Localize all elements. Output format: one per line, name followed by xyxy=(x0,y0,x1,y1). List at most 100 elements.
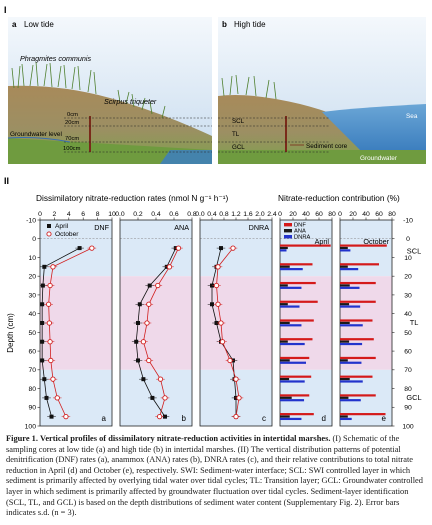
april-point xyxy=(134,339,139,344)
bar-dnf xyxy=(340,319,373,322)
october-point xyxy=(89,245,95,251)
bar-ana xyxy=(340,265,348,268)
bar-dnf xyxy=(280,394,310,397)
x-tick-label: 2.0 xyxy=(255,211,265,218)
depth-axis-label: Depth (cm) xyxy=(6,313,15,353)
bar-dnra xyxy=(340,399,361,402)
april-point xyxy=(40,321,45,325)
profile-charts: Dissimilatory nitrate-reduction rates (n… xyxy=(6,193,422,430)
bar-dnf xyxy=(340,338,374,341)
zone-label-tl: TL xyxy=(410,318,419,327)
x-tick-label: 80 xyxy=(388,211,396,218)
section-label-one: I xyxy=(4,5,7,15)
october-point xyxy=(54,395,60,401)
legend-marker-april xyxy=(47,224,51,228)
panel-name-ana: ANA xyxy=(174,223,189,232)
series-line-april xyxy=(211,247,237,417)
october-point xyxy=(219,339,226,345)
bar-dnf xyxy=(340,300,376,303)
scirpus-label: Scirpus triqueter xyxy=(104,97,157,106)
x-tick-label: 20 xyxy=(289,211,297,218)
y-tick-label: -10 xyxy=(26,217,36,224)
bar-dnf xyxy=(340,263,379,266)
depth-100cm: 100cm xyxy=(63,146,81,152)
schematic-figure: I a Low tide Phragmites communis Scirpus… xyxy=(4,5,426,186)
series-line-october xyxy=(142,247,179,417)
panel-a-title: Low tide xyxy=(24,20,54,29)
x-tick-label: 1.6 xyxy=(243,211,253,218)
panel-b-title: High tide xyxy=(234,20,266,29)
bar-dnf xyxy=(280,319,314,322)
april-point xyxy=(40,302,45,307)
bar-dnra xyxy=(280,286,302,289)
april-point xyxy=(147,283,152,288)
october-point xyxy=(47,282,53,289)
legend-label-ana: ANA xyxy=(294,229,306,235)
april-point xyxy=(141,377,146,382)
october-point xyxy=(233,376,239,382)
zone-label-scl: SCL xyxy=(407,247,421,256)
panel-letter-d: d xyxy=(322,414,326,423)
x-tick-label: 0.6 xyxy=(169,211,179,218)
legend-swatch-dnra xyxy=(284,235,292,239)
october-point xyxy=(155,282,161,289)
legend-swatch-dnf xyxy=(284,223,292,227)
bar-ana xyxy=(280,340,288,343)
zone-tl xyxy=(200,276,272,370)
x-tick-label: 0 xyxy=(278,211,282,218)
bar-dnra xyxy=(280,417,302,421)
bar-dnra xyxy=(280,342,305,346)
x-tick-label: 4 xyxy=(67,211,71,218)
bar-dnf xyxy=(340,244,387,247)
legend-label-dnra: DNRA xyxy=(294,235,311,241)
y-tick-label: 90 xyxy=(28,405,36,412)
bar-ana xyxy=(280,303,288,306)
bar-dnra xyxy=(280,305,300,308)
x-tick-label: 60 xyxy=(375,211,383,218)
y-tick-label: 50 xyxy=(28,330,36,337)
y-tick-label: 30 xyxy=(28,292,36,299)
bar-dnf xyxy=(280,244,331,247)
y-tick-label-right: 60 xyxy=(404,348,412,355)
bar-dnra xyxy=(340,324,363,327)
bar-dnra xyxy=(280,399,305,402)
april-point xyxy=(150,395,155,400)
april-point xyxy=(163,414,167,419)
bar-dnf xyxy=(280,263,313,266)
x-tick-label: 40 xyxy=(302,211,310,218)
x-tick-label: 0.0 xyxy=(115,211,125,218)
bar-dnf xyxy=(280,281,316,285)
series-line-october xyxy=(216,247,240,417)
october-point xyxy=(63,413,69,420)
y-tick-label-right: 80 xyxy=(404,386,412,393)
april-point xyxy=(40,358,45,363)
panel-letter-c: c xyxy=(262,414,266,423)
bar-ana xyxy=(340,396,349,399)
bar-ana xyxy=(340,377,350,381)
bar-ana xyxy=(340,359,348,362)
april-point xyxy=(136,358,140,363)
x-tick-label: 1.2 xyxy=(231,211,241,218)
y-tick-label-right: 0 xyxy=(406,236,410,243)
bar-ana xyxy=(340,284,350,287)
bar-dnra xyxy=(340,249,351,252)
depth-0cm: 0cm xyxy=(67,112,78,118)
bar-dnra xyxy=(340,286,360,289)
bar-dnf xyxy=(340,413,386,416)
october-point xyxy=(233,413,239,420)
april-point xyxy=(214,321,219,325)
x-tick-label: 0.8 xyxy=(219,211,229,218)
y-tick-label-right: 40 xyxy=(404,311,412,318)
bar-dnra xyxy=(340,342,363,346)
april-point xyxy=(210,302,214,307)
october-point xyxy=(50,264,56,270)
schematic-panel-a xyxy=(7,17,212,164)
zone-tl xyxy=(120,276,192,370)
october-point xyxy=(230,245,236,251)
october-point xyxy=(146,301,152,307)
series-line-april xyxy=(135,247,177,417)
y-tick-label: 20 xyxy=(28,274,36,281)
october-point xyxy=(46,320,53,326)
october-point xyxy=(144,320,150,326)
scl-label: SCL xyxy=(232,118,245,125)
